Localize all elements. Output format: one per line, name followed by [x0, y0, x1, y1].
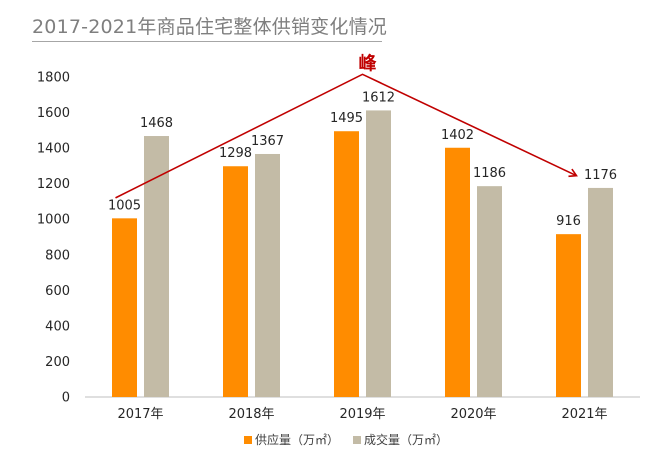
trend-arrow: 峰 [115, 52, 578, 199]
bars [112, 110, 613, 397]
bar-deal [477, 186, 502, 397]
bar-deal [366, 110, 391, 397]
bar-deal [144, 136, 169, 397]
legend-label: 成交量（万㎡） [364, 432, 448, 447]
data-label: 1612 [362, 90, 395, 105]
legend-swatch-supply [244, 436, 252, 444]
legend: 供应量（万㎡） 成交量（万㎡） [244, 432, 448, 447]
data-label: 1468 [140, 116, 173, 131]
y-tick-label: 200 [45, 355, 70, 370]
y-tick-label: 600 [45, 284, 70, 299]
data-label: 1298 [219, 146, 252, 161]
title-underline [32, 41, 382, 42]
y-tick-label: 0 [62, 391, 70, 406]
bar-supply [445, 147, 470, 397]
bar-supply [112, 218, 137, 397]
x-tick-label: 2018年 [228, 407, 274, 422]
data-label: 1495 [330, 111, 363, 126]
x-tick-label: 2019年 [339, 407, 385, 422]
data-label: 1005 [108, 198, 141, 213]
data-label: 1402 [441, 128, 474, 143]
x-tick-label: 2021年 [561, 407, 607, 422]
data-label: 1186 [473, 166, 506, 181]
legend-swatch-deal [353, 436, 361, 444]
peak-annotation: 峰 [359, 52, 378, 74]
chart-title: 2017-2021年商品住宅整体供销变化情况 [32, 16, 387, 38]
y-axis: 0 200 400 600 800 1000 1200 1400 1600 1800 [37, 71, 70, 406]
data-label: 916 [556, 214, 581, 229]
bar-supply [223, 166, 248, 397]
y-tick-label: 1600 [37, 106, 70, 121]
data-label: 1367 [251, 134, 284, 149]
y-tick-label: 1800 [37, 71, 70, 86]
x-axis: 2017年 2018年 2019年 2020年 2021年 [85, 396, 640, 422]
x-tick-label: 2020年 [450, 407, 496, 422]
y-tick-label: 1000 [37, 213, 70, 228]
trend-line [115, 73, 578, 199]
x-tick-label: 2017年 [117, 407, 163, 422]
y-tick-label: 400 [45, 319, 70, 334]
bar-supply [334, 131, 359, 397]
bar-deal [255, 153, 280, 397]
y-tick-label: 1400 [37, 142, 70, 157]
legend-label: 供应量（万㎡） [255, 432, 339, 447]
bar-supply [556, 234, 581, 397]
y-tick-label: 1200 [37, 177, 70, 192]
data-label: 1176 [584, 168, 617, 183]
y-tick-label: 800 [45, 248, 70, 263]
bar-deal [588, 187, 613, 397]
